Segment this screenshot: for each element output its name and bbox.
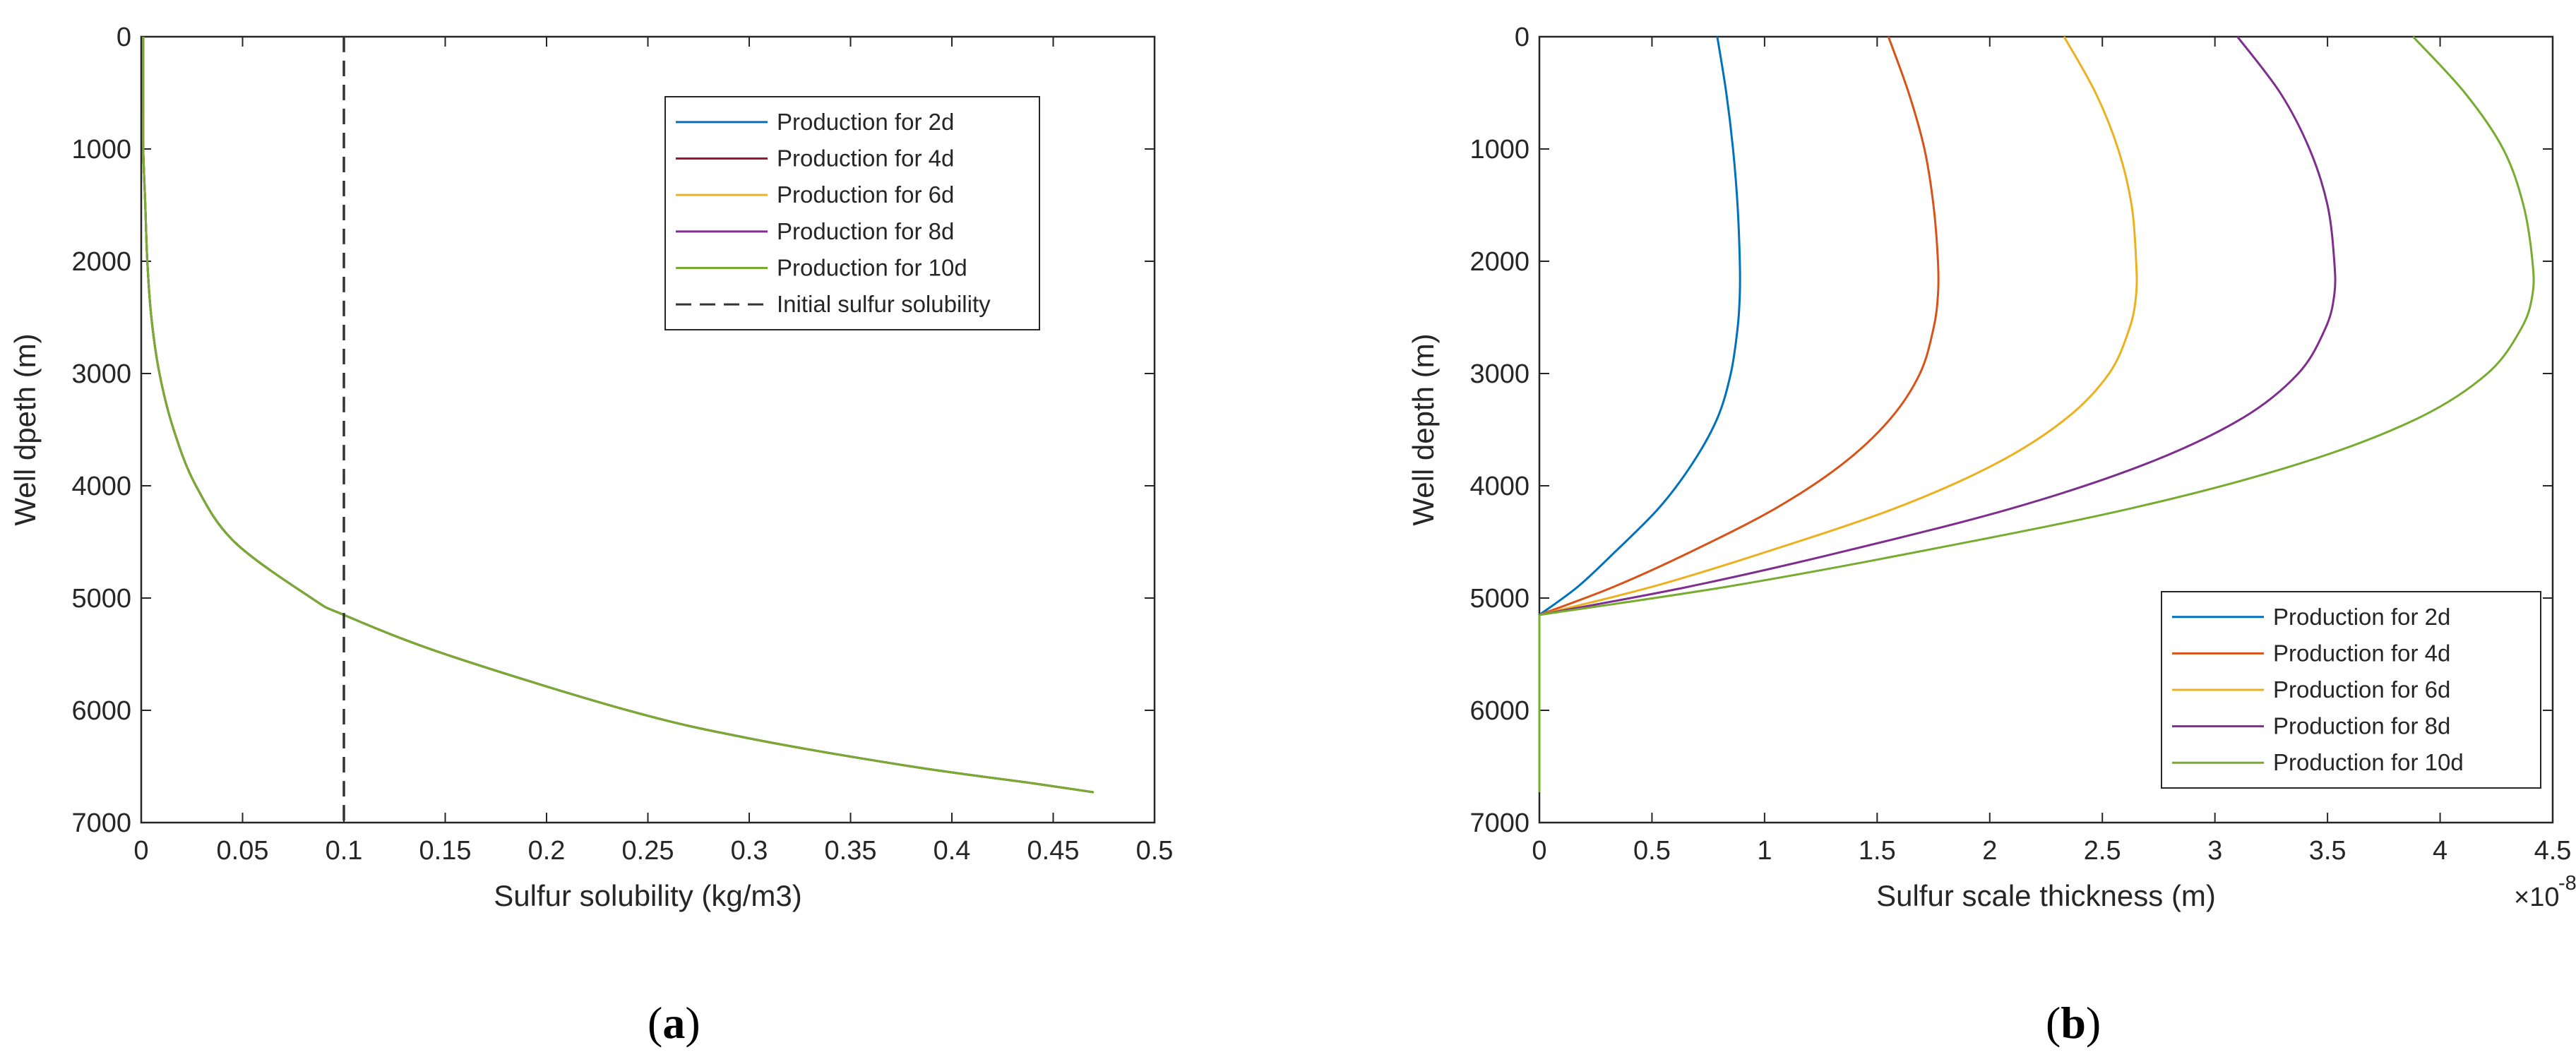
- panel-label-close: ): [2086, 998, 2101, 1048]
- x-axis-label: Sulfur scale thickness (m): [1876, 879, 2216, 912]
- legend-label-2: Production for 6d: [777, 181, 954, 208]
- x-tick-label: 2: [1982, 836, 1997, 866]
- legend-label-4: Production for 10d: [2273, 749, 2464, 775]
- series-line-4: [1539, 35, 2535, 616]
- x-tick-label: 0.4: [934, 836, 971, 866]
- y-tick-label: 2000: [1469, 247, 1530, 277]
- x-tick-label: 0.05: [217, 836, 269, 866]
- x-tick-label: 0.2: [528, 836, 566, 866]
- series-lines: [1538, 35, 2535, 793]
- y-tick-label: 3000: [1469, 359, 1530, 389]
- y-tick-label: 4000: [71, 472, 131, 501]
- series-line-3: [1539, 36, 2337, 616]
- x-tick-label: 1: [1757, 836, 1772, 866]
- panel-label-open: (: [648, 998, 662, 1048]
- x-multiplier-exponent: -8: [2558, 872, 2576, 895]
- x-tick-label: 3.5: [2309, 836, 2347, 866]
- x-tick-label: 0: [1532, 836, 1546, 866]
- panel-label: (b): [2046, 998, 2101, 1048]
- y-tick-label: 4000: [1469, 472, 1530, 501]
- series-line-2: [1539, 36, 2138, 616]
- y-tick-label: 3000: [71, 359, 131, 389]
- x-tick-label: 4: [2433, 836, 2447, 866]
- y-tick-label: 7000: [71, 808, 131, 838]
- chart-panel-b: 0 0.5 1 1.5 2 2.5 3 3.5 4 4.5 0 1000 2000 3000 4000 500…: [1407, 23, 2576, 1048]
- legend-label-5: Initial sulfur solubility: [777, 291, 991, 317]
- x-tick-label: 0.5: [1633, 836, 1671, 866]
- x-tick-label: 0.5: [1136, 836, 1174, 866]
- legend: Production for 2d Production for 4d Produc…: [2161, 591, 2541, 789]
- legend-label-1: Production for 4d: [2273, 640, 2450, 666]
- legend-label-0: Production for 2d: [777, 109, 954, 135]
- chart-panel-a: 0 0.05 0.1 0.15 0.2 0.25 0.3 0.35 0.4 0.45 0.5 0 100…: [8, 23, 1173, 1048]
- x-tick-label: 4.5: [2534, 836, 2572, 866]
- x-axis-label: Sulfur solubility (kg/m3): [494, 879, 801, 912]
- y-tick-label: 7000: [1469, 808, 1530, 838]
- y-tick-label: 5000: [71, 584, 131, 614]
- x-multiplier-label: ×10: [2514, 883, 2559, 912]
- x-tick-label: 0.15: [419, 836, 472, 866]
- y-tick-label: 6000: [1469, 696, 1530, 726]
- legend-label-3: Production for 8d: [777, 218, 954, 244]
- panel-label: (a): [648, 998, 700, 1048]
- y-tick-label: 0: [1515, 23, 1530, 52]
- y-tick-label: 1000: [1469, 135, 1530, 165]
- x-tick-label: 3: [2207, 836, 2222, 866]
- panel-label-open: (: [2046, 998, 2061, 1048]
- y-tick-label: 0: [117, 23, 131, 52]
- legend-label-4: Production for 10d: [777, 255, 967, 281]
- x-tick-label: 0.25: [622, 836, 674, 866]
- y-tick-label: 2000: [71, 247, 131, 277]
- x-tick-label: 2.5: [2084, 836, 2121, 866]
- y-tick-label: 1000: [71, 135, 131, 165]
- x-tick-label: 0.1: [326, 836, 363, 866]
- plot-area-frame: [1538, 35, 2554, 824]
- y-axis-label: Well dpeth (m): [8, 333, 42, 525]
- x-tick-label: 1.5: [1859, 836, 1896, 866]
- y-axis-label: Well depth (m): [1407, 333, 1440, 525]
- x-tick-label: 0.35: [825, 836, 877, 866]
- legend-box: [664, 96, 1040, 330]
- series-line-4: [142, 37, 1095, 794]
- x-tick-label: 0.45: [1027, 836, 1080, 866]
- x-tick-label: 0: [133, 836, 148, 866]
- panel-label-letter: b: [2061, 998, 2086, 1048]
- legend: Production for 2d Production for 4d Produc…: [664, 96, 1040, 330]
- series-lines: [142, 36, 1095, 823]
- legend-label-0: Production for 2d: [2273, 604, 2450, 630]
- series-line-1: [1539, 36, 1940, 616]
- x-tick-label: 0.3: [731, 836, 768, 866]
- y-tick-label: 6000: [71, 696, 131, 726]
- legend-label-2: Production for 6d: [2273, 676, 2450, 703]
- series-line-0: [1539, 36, 1741, 616]
- y-tick-label: 5000: [1469, 584, 1530, 614]
- panel-label-letter: a: [662, 998, 685, 1048]
- legend-label-3: Production for 8d: [2273, 713, 2450, 739]
- legend-label-1: Production for 4d: [777, 145, 954, 172]
- panel-label-close: ): [685, 998, 700, 1048]
